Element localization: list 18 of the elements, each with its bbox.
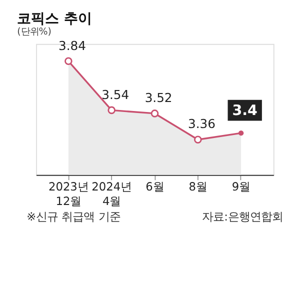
point (150, 110, 159, 118)
annotation: ※신규 취급액 기준 (26, 209, 120, 224)
chart-subtitle: (단위%) (17, 26, 52, 38)
data-label: 3.54 (102, 88, 130, 102)
annotation: 자료:은행연합회 (202, 209, 283, 224)
chart-title: 코픽스 추이 (17, 11, 92, 28)
data-label: 3.52 (144, 91, 172, 106)
x-tick-label: 2024년 4월 (92, 180, 132, 208)
point (194, 136, 202, 144)
x-tick-label: 9월 (232, 180, 250, 194)
x-tick-label: 8월 (188, 180, 208, 194)
data-label: 3.84 (58, 38, 86, 53)
point (108, 106, 116, 114)
x-tick-label: 2023년 12월 (48, 180, 88, 208)
point (64, 57, 72, 66)
data-label: 3.36 (188, 117, 216, 132)
x-tick-label: 6월 (146, 180, 164, 194)
data-label: 3.4 (232, 103, 258, 120)
